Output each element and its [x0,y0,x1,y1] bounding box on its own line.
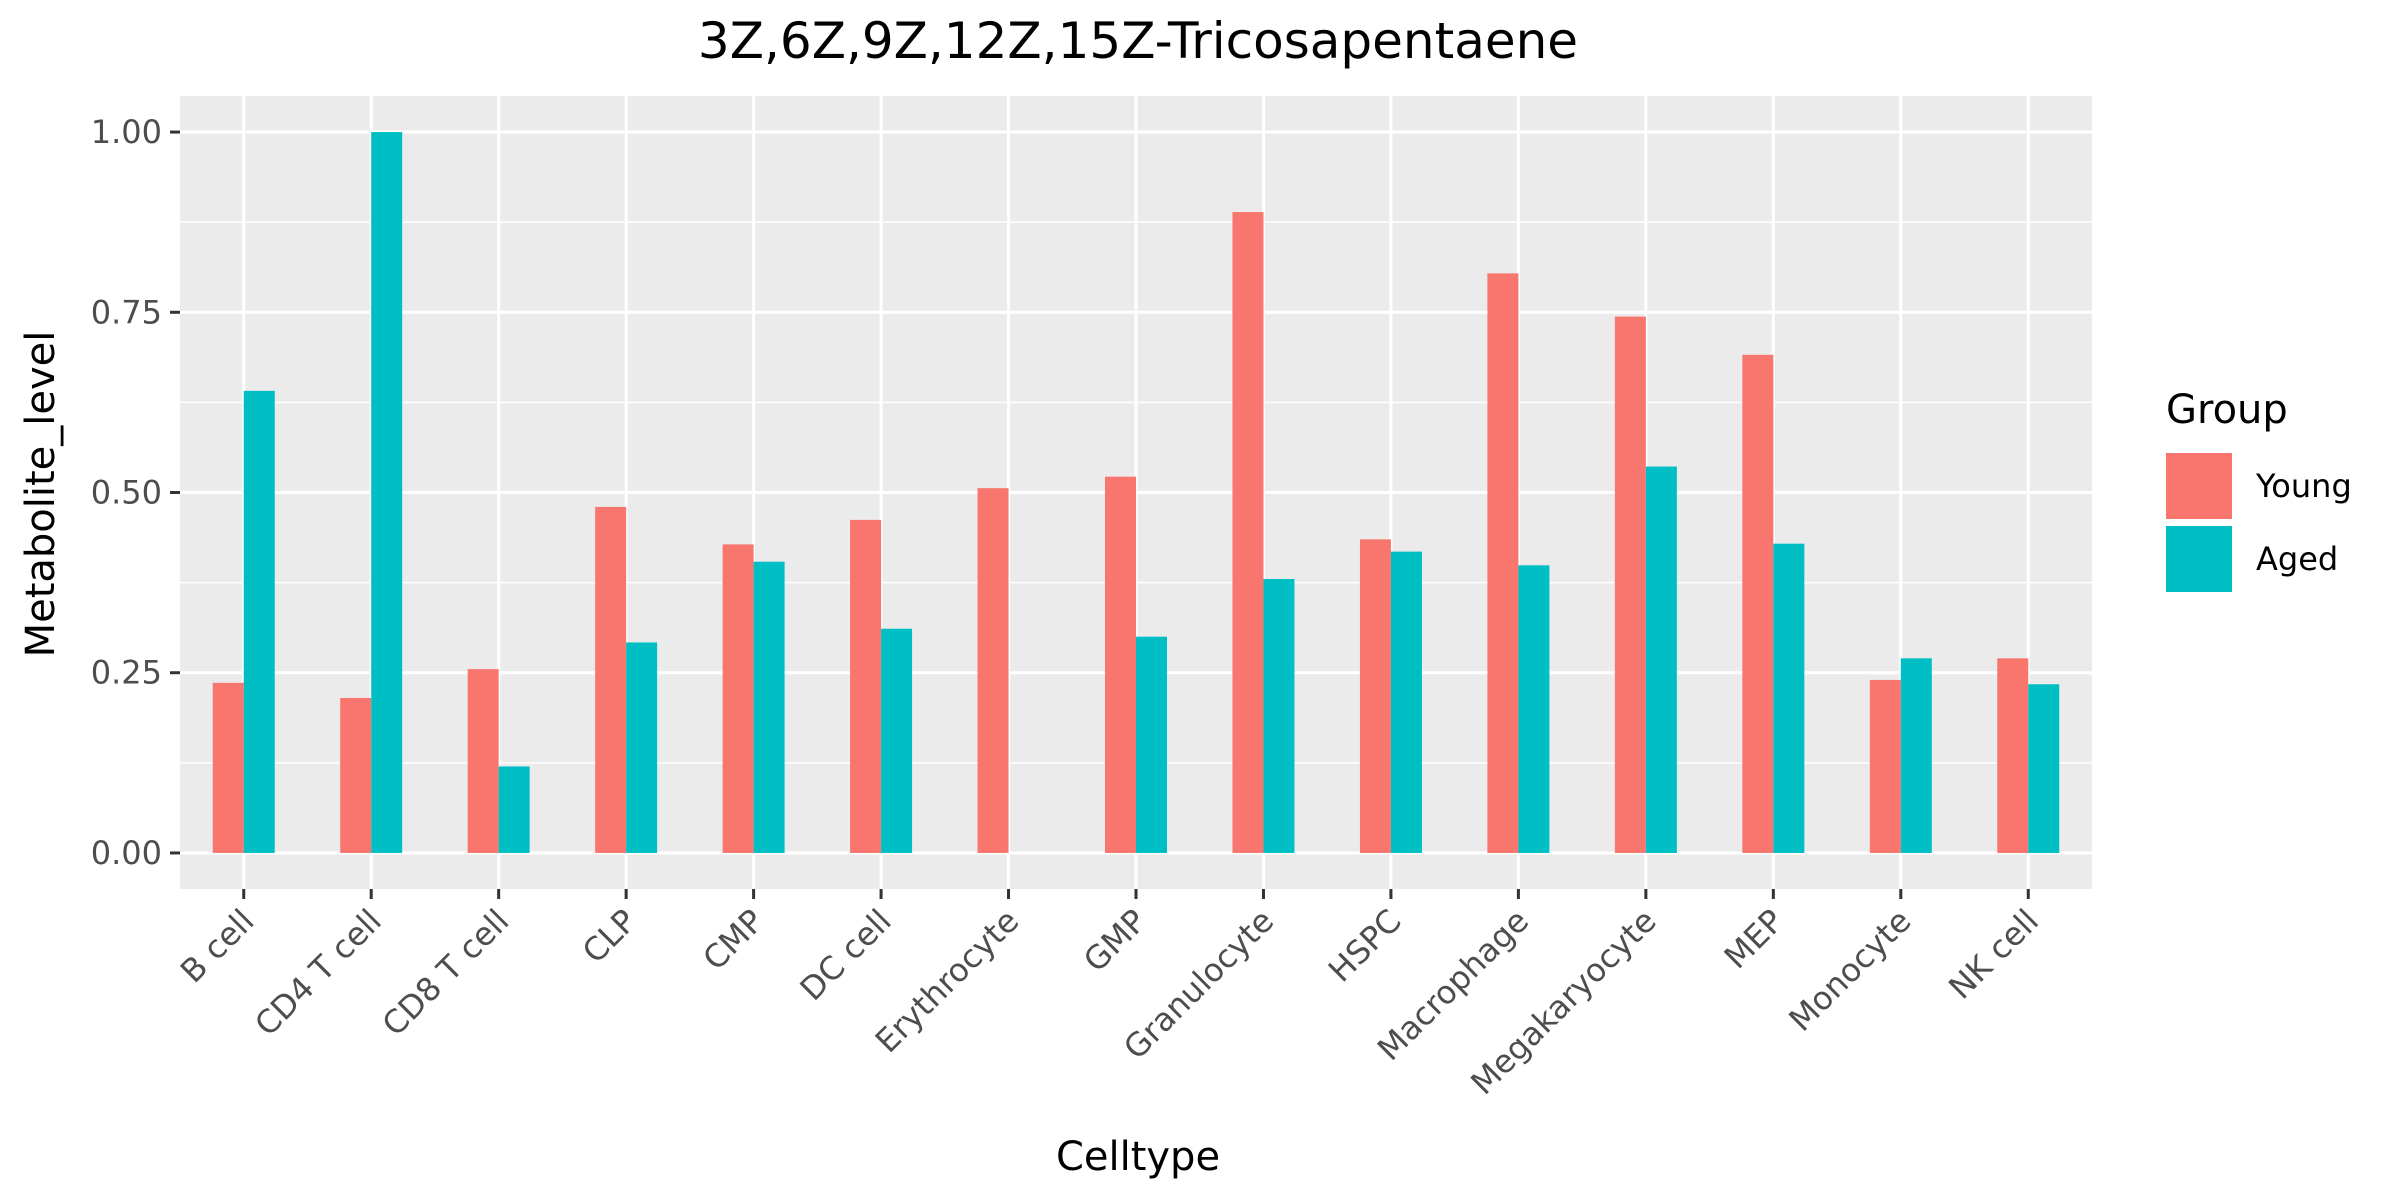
x-tick-label: Monocyte [1781,902,1918,1039]
bar-aged-3 [626,642,658,853]
bar-aged-8 [1263,579,1295,853]
x-tick-label: CLP [575,902,644,971]
bar-aged-4 [753,561,785,853]
legend-label-young: Young [2255,467,2352,505]
x-tick-label: DC cell [793,902,899,1008]
bar-young-10 [1487,273,1519,853]
bar-young-8 [1232,212,1264,853]
bar-young-11 [1614,316,1646,853]
x-axis-title: Celltype [1056,1134,1220,1180]
bars [212,132,2060,853]
bar-young-12 [1742,354,1774,853]
bar-young-9 [1359,539,1391,853]
bar-aged-5 [881,628,913,853]
y-axis-title: Metabolite_level [18,331,64,658]
bar-young-1 [340,697,372,853]
bar-aged-13 [1900,658,1932,853]
legend-title: Group [2166,387,2288,433]
bar-young-4 [722,544,754,853]
y-tick-label: 0.50 [91,474,162,512]
bar-young-2 [467,669,499,853]
bar-young-5 [850,519,882,853]
y-tick-label: 0.00 [91,834,162,872]
bar-aged-0 [243,390,275,853]
bar-young-0 [212,682,244,853]
bar-aged-7 [1136,636,1167,853]
y-tick-label: 0.75 [91,293,162,331]
x-tick-label: CMP [695,902,771,978]
legend: Group Young Aged [2166,387,2352,592]
bar-aged-14 [2028,684,2060,853]
bar-young-14 [1997,658,2029,853]
bar-young-3 [595,506,627,853]
x-tick-label: NK cell [1941,902,2046,1007]
bar-young-13 [1869,679,1901,853]
bar-young-6 [977,488,1009,853]
bar-aged-10 [1518,565,1550,853]
bar-young-7 [1105,476,1136,853]
bar-aged-2 [498,766,530,853]
x-tick-label: MEP [1717,902,1791,976]
x-tick-label: CD4 T cell [247,902,389,1044]
y-tick-label: 0.25 [91,654,162,692]
chart-title: 3Z,6Z,9Z,12Z,15Z-Tricosapentaene [698,12,1578,70]
legend-key-young [2166,453,2232,519]
y-axis: 0.00 0.25 0.50 0.75 1.00 [91,113,180,872]
y-tick-label: 1.00 [91,113,162,151]
bar-aged-9 [1390,551,1422,853]
x-tick-label: CD8 T cell [375,902,517,1044]
bar-aged-11 [1645,466,1677,853]
legend-label-aged: Aged [2256,540,2338,578]
x-tick-label: B cell [173,902,262,991]
x-tick-label: HSPC [1321,902,1409,990]
bar-aged-12 [1773,543,1805,853]
legend-key-aged [2166,526,2232,592]
bar-aged-1 [371,132,403,853]
x-tick-label: GMP [1076,902,1154,980]
